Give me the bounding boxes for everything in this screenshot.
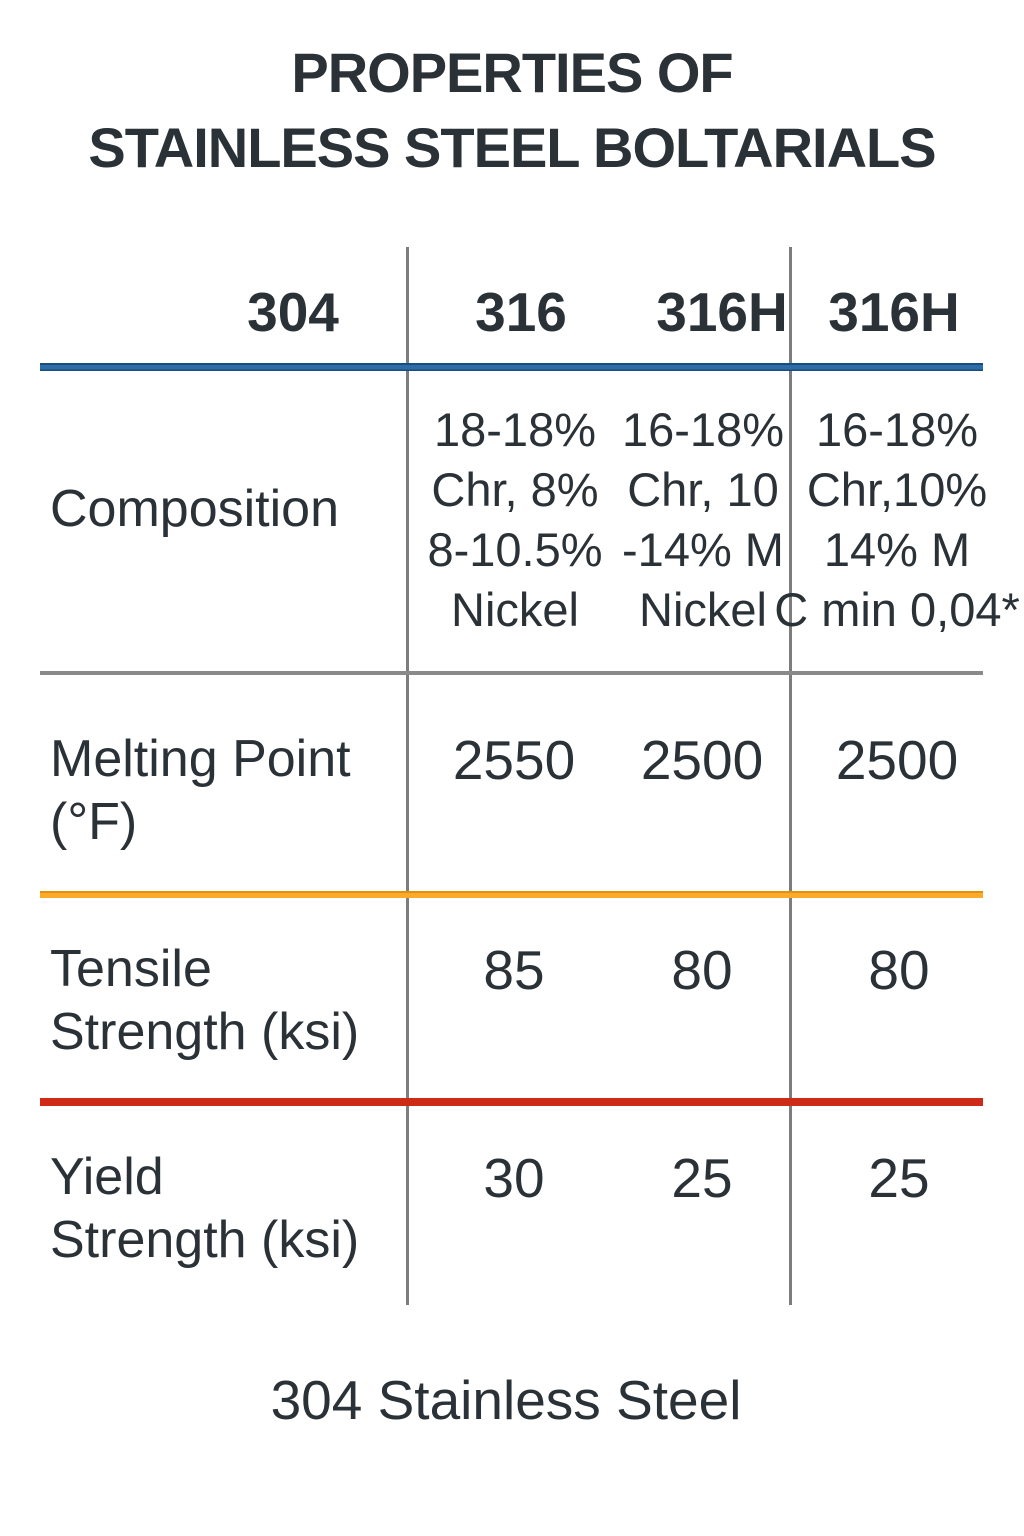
row-label-tensile-strength: Tensile Strength (ksi) [50,940,360,1061]
column-divider-1 [406,247,409,1305]
column-header-316h-b: 316H [828,281,960,343]
composition-cell-316: 18-18% Chr, 8% 8-10.5% Nickel [427,403,603,636]
row-label-yield-strength: Yield Strength (ksi) [50,1148,360,1269]
yield-strength-316h-a: 25 [671,1147,733,1209]
orange-divider [40,891,983,898]
yield-strength-316: 30 [483,1147,545,1209]
column-divider-2 [789,247,792,1305]
column-header-304: 304 [247,281,339,343]
row-label-melting-point: Melting Point (°F) [50,730,351,851]
gray-divider [40,671,983,675]
melting-point-316h-b: 2500 [835,729,959,791]
melting-point-316h-a: 2500 [640,729,764,791]
composition-cell-316h-b: 16-18% Chr,10% 14% M C min 0,04* [774,403,1020,636]
tensile-strength-316: 85 [483,939,545,1001]
blue-divider [40,363,983,371]
melting-point-316: 2550 [452,729,576,791]
page-title-line-2: STAINLESS STEEL BOLTARIALS [88,116,936,179]
column-header-316h-a: 316H [656,281,788,343]
tensile-strength-316h-a: 80 [671,939,733,1001]
yield-strength-316h-b: 25 [868,1147,930,1209]
footer-caption: 304 Stainless Steel [270,1369,742,1431]
composition-cell-316h-a: 16-18% Chr, 10 -14% M Nickel [622,403,784,636]
red-divider [40,1098,983,1106]
page-title-line-1: PROPERTIES OF [291,41,733,104]
row-label-composition: Composition [50,480,340,538]
column-header-316: 316 [475,281,567,343]
tensile-strength-316h-b: 80 [868,939,930,1001]
